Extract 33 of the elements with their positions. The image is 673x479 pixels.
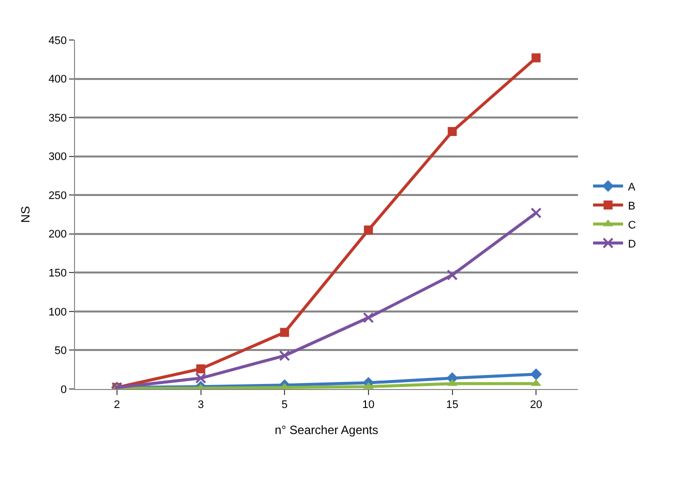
point <box>279 350 290 362</box>
point <box>280 328 290 337</box>
x-tick-label: 3 <box>198 399 204 412</box>
point <box>530 368 542 380</box>
y-tick-label: 50 <box>54 345 67 358</box>
x-tick-label: 15 <box>446 399 458 412</box>
y-tick-label: 0 <box>60 384 67 396</box>
y-tick-label: 300 <box>48 151 67 164</box>
legend-label: B <box>628 200 636 212</box>
point <box>364 226 373 235</box>
point <box>530 207 542 218</box>
point <box>195 372 206 384</box>
x-tick-label: 2 <box>114 399 120 412</box>
y-tick-label: 200 <box>48 228 67 241</box>
y-tick-label: 150 <box>48 268 67 280</box>
point <box>448 127 457 136</box>
y-tick-label: 450 <box>48 34 67 47</box>
x-axis-title: n° Searcher Agents <box>274 423 378 438</box>
point <box>532 53 541 62</box>
x-tick-label: 10 <box>362 399 375 412</box>
point <box>446 269 458 280</box>
y-tick-label: 400 <box>48 74 67 86</box>
y-tick-label: 350 <box>48 112 67 124</box>
x-tick-label: 20 <box>530 399 542 412</box>
point <box>362 312 374 324</box>
point <box>196 364 206 374</box>
legend-label: C <box>628 219 636 232</box>
y-tick-label: 250 <box>48 190 67 202</box>
legend-label: D <box>628 238 636 250</box>
x-tick-label: 5 <box>282 399 288 412</box>
y-axis-title: NS <box>18 206 33 223</box>
y-tick-label: 100 <box>48 306 67 318</box>
legend-label: A <box>628 181 636 194</box>
